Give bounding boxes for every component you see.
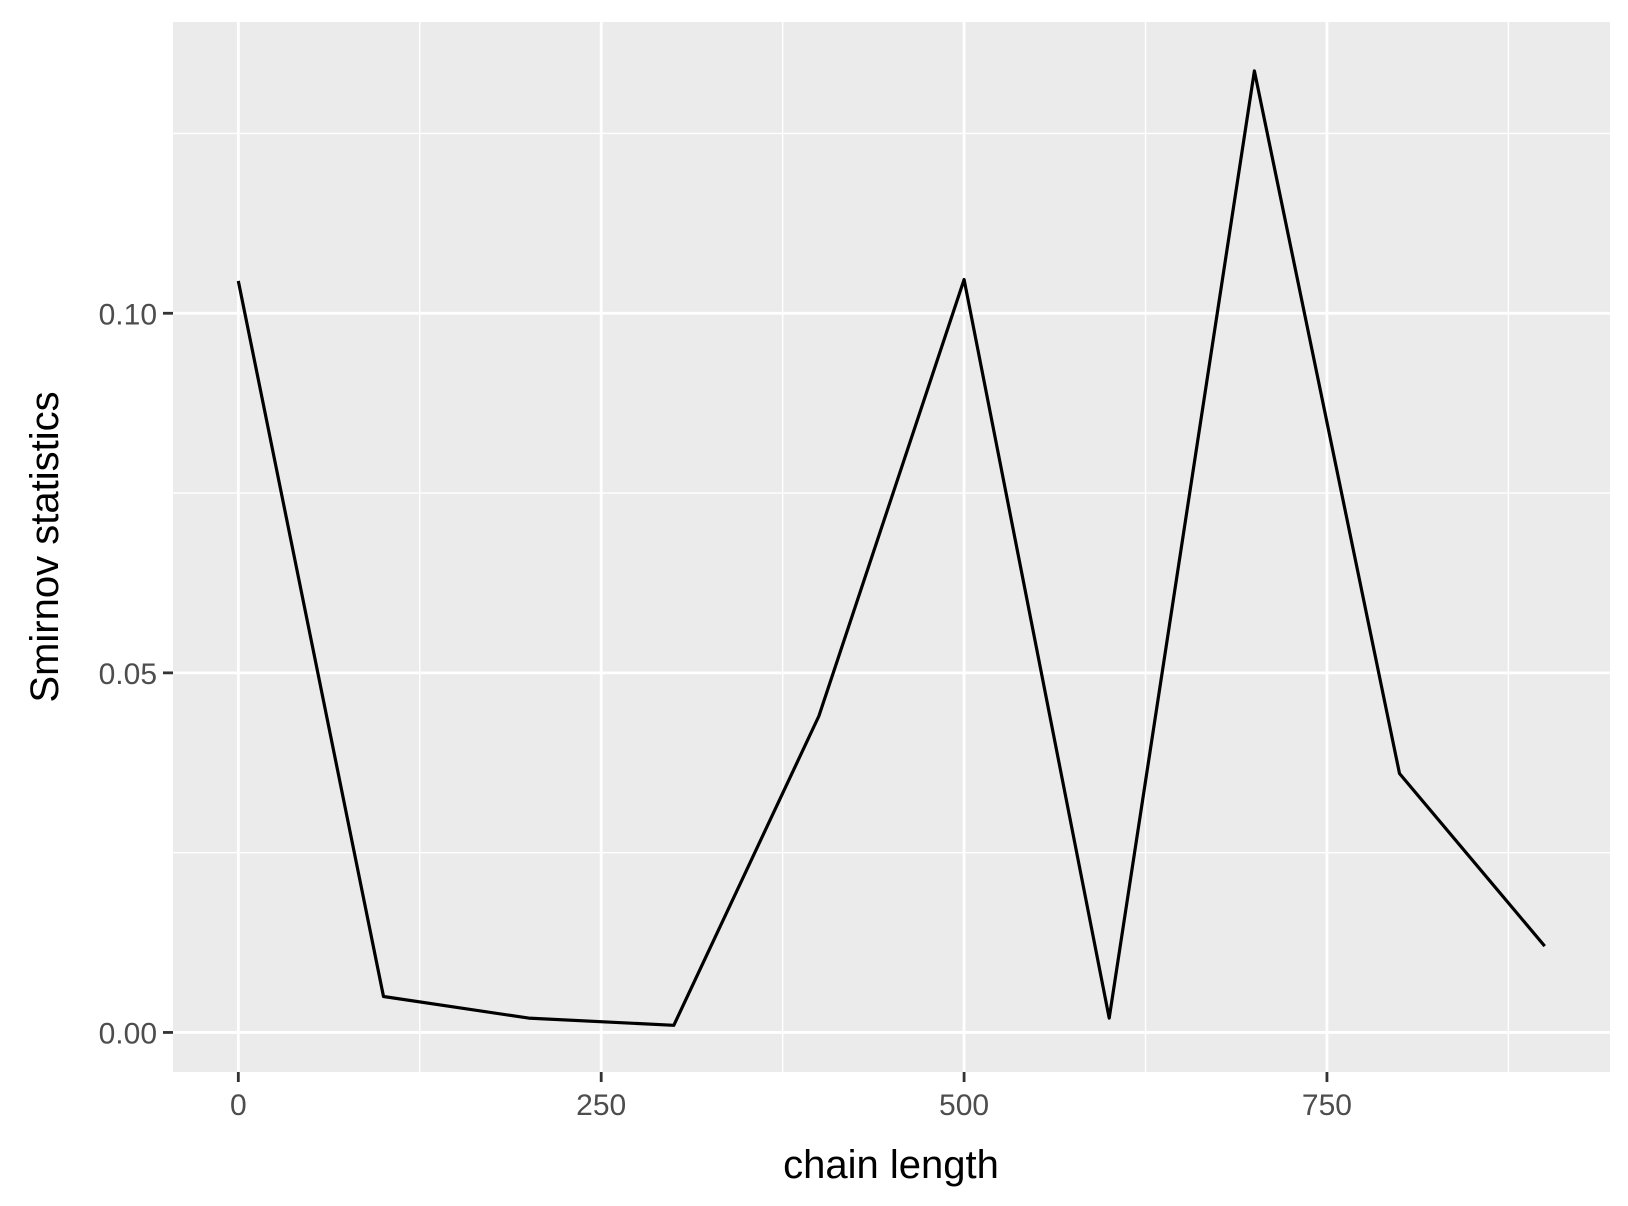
series-line-0 (236, 69, 1546, 1027)
x-tick-label: 500 (939, 1089, 989, 1122)
x-tick-label: 750 (1302, 1089, 1352, 1122)
major-grid (173, 22, 1610, 1072)
panel-background (173, 22, 1610, 1072)
y-tick-label: 0.10 (99, 298, 157, 331)
y-axis: 0.00 0.05 0.10 (99, 298, 173, 1050)
y-tick-label: 0.00 (99, 1017, 157, 1050)
x-axis-title: chain length (783, 1143, 999, 1187)
series-layer (236, 69, 1546, 1027)
y-axis-title: Smirnov statistics (23, 391, 67, 702)
x-tick-label: 0 (230, 1089, 247, 1122)
x-tick-label: 250 (576, 1089, 626, 1122)
x-axis: 0 250 500 750 (230, 1072, 1352, 1122)
y-tick-label: 0.05 (99, 658, 157, 691)
